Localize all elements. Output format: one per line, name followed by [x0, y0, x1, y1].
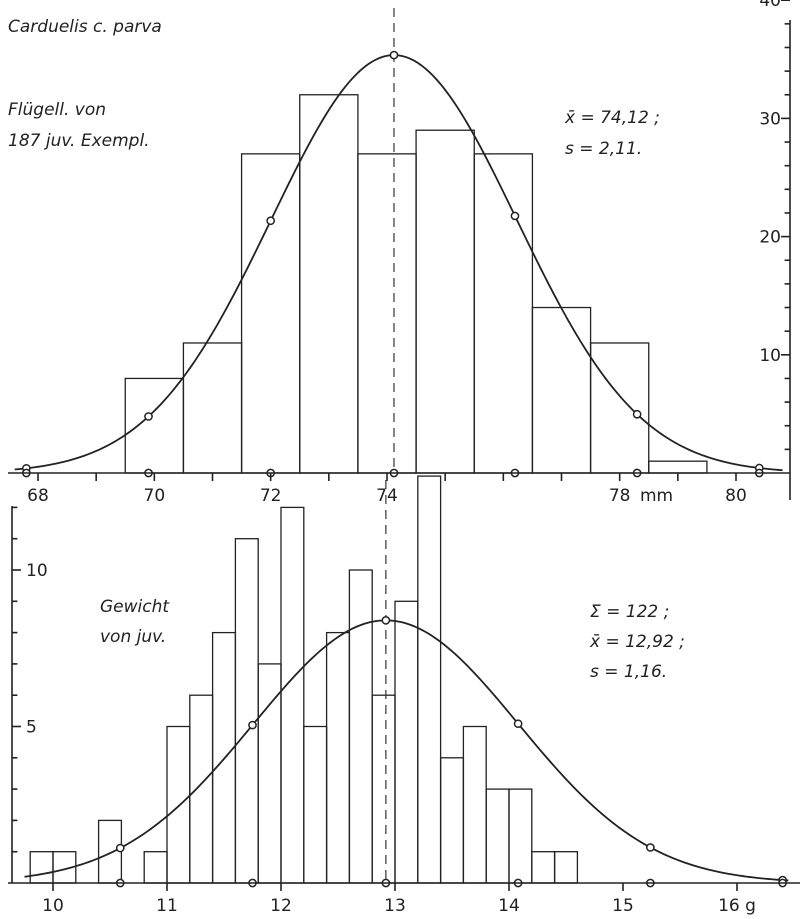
bot-curve-point-4	[646, 843, 655, 852]
bot-curve-point-3	[513, 719, 523, 729]
bot-bar-17	[417, 475, 442, 884]
top-bar-7	[473, 153, 534, 474]
wing-y-ticks: 10 20 30 40	[759, 0, 790, 451]
top-curve-point-4	[510, 211, 520, 221]
wing-x-ticks: 68 70 72 74 78 80 mm	[27, 473, 747, 506]
bot-curve-point-2	[381, 615, 391, 625]
top-x-unit: mm	[640, 486, 673, 506]
top-x-tick-label-1: 70	[144, 486, 166, 506]
bot-x-tick-label-4: 14	[498, 896, 520, 916]
top-x-tick-label-4: 78	[609, 486, 631, 506]
top-bar-8	[531, 306, 592, 474]
bot-bar-10	[257, 663, 282, 884]
top-bar-10	[648, 460, 708, 474]
top-y-tick-label-0: 10	[759, 346, 781, 366]
wing-desc-line2: 187 juv. Exempl.	[8, 131, 150, 151]
weight-desc-line2: von juv.	[100, 627, 166, 647]
bot-bar-23	[553, 851, 579, 884]
top-bar-2	[182, 342, 243, 474]
bot-bar-20	[485, 788, 510, 884]
top-x-tick-label-5: 80	[725, 486, 747, 506]
bot-bar-14	[348, 569, 373, 884]
top-y-tick-label-1: 20	[759, 228, 781, 248]
bot-x-tick-label-3: 13	[384, 896, 406, 916]
weight-normal-curve	[24, 619, 789, 882]
bot-bar-6	[166, 725, 191, 884]
bot-bar-21	[508, 788, 533, 884]
species-title: Carduelis c. parva	[8, 17, 162, 37]
wing-mean-stat: x̄ = 74,12 ;	[564, 108, 660, 128]
top-x-tick-label-2: 72	[260, 486, 282, 506]
top-bar-3	[240, 153, 301, 474]
top-bar-6	[415, 129, 475, 474]
wing-length-histogram: Carduelis c. parva Flügell. von 187 juv.…	[8, 0, 791, 506]
bot-x-tick-label-6: 16 g	[718, 896, 756, 916]
top-y-tick-label-3: 40	[759, 0, 781, 11]
weight-mean-stat: x̄ = 12,92 ;	[589, 632, 685, 652]
wing-curve-points	[22, 50, 764, 478]
bot-bar-5	[143, 851, 168, 884]
top-curve-point-5	[632, 409, 642, 419]
bot-bar-12	[303, 725, 328, 884]
bot-bar-16	[394, 600, 419, 884]
wing-desc-line1: Flügell. von	[8, 100, 106, 120]
wing-sd-stat: s = 2,11.	[565, 139, 642, 159]
weight-curve-points	[115, 615, 787, 888]
top-y-tick-label-2: 30	[759, 109, 781, 129]
top-bar-1	[124, 377, 185, 474]
bot-bar-11	[280, 506, 305, 884]
wing-normal-curve	[14, 54, 783, 472]
top-curve-point-1	[144, 412, 153, 421]
bot-bar-0	[29, 851, 54, 884]
weight-desc-line1: Gewicht	[100, 597, 170, 617]
top-x-tick-label-3: 74	[376, 486, 398, 506]
bot-curve-point-0	[115, 843, 125, 853]
bot-bar-13	[325, 631, 351, 884]
weight-y-ticks: 5 10	[12, 506, 48, 853]
bot-bar-7	[189, 694, 214, 884]
top-curve-point-2	[266, 216, 276, 226]
bot-bar-9	[234, 538, 259, 884]
weight-n-stat: Σ = 122 ;	[590, 602, 669, 622]
bot-y-tick-label-0: 5	[26, 718, 37, 738]
bot-bar-15	[371, 694, 396, 884]
bot-bar-22	[531, 851, 556, 884]
bot-x-tick-label-0: 10	[42, 896, 64, 916]
weight-histogram: Gewicht von juv. Σ = 122 ; x̄ = 12,92 ; …	[8, 475, 800, 916]
bot-bar-18	[439, 757, 465, 884]
top-curve-point-3	[389, 50, 399, 60]
bot-x-tick-label-2: 12	[270, 896, 292, 916]
bot-y-tick-label-1: 10	[26, 561, 48, 581]
top-bar-9	[589, 342, 650, 474]
weight-bars	[29, 475, 579, 884]
bot-x-tick-label-1: 11	[156, 896, 178, 916]
bot-bar-19	[462, 725, 487, 884]
weight-sd-stat: s = 1,16.	[590, 662, 667, 682]
bot-curve-point-1	[248, 720, 257, 730]
top-x-tick-label-0: 68	[27, 486, 49, 506]
weight-x-ticks: 10 11 12 13 14 15 16 g	[42, 883, 756, 916]
top-bar-5	[357, 153, 417, 474]
bot-x-tick-label-5: 15	[612, 896, 634, 916]
top-bar-4	[299, 94, 359, 474]
